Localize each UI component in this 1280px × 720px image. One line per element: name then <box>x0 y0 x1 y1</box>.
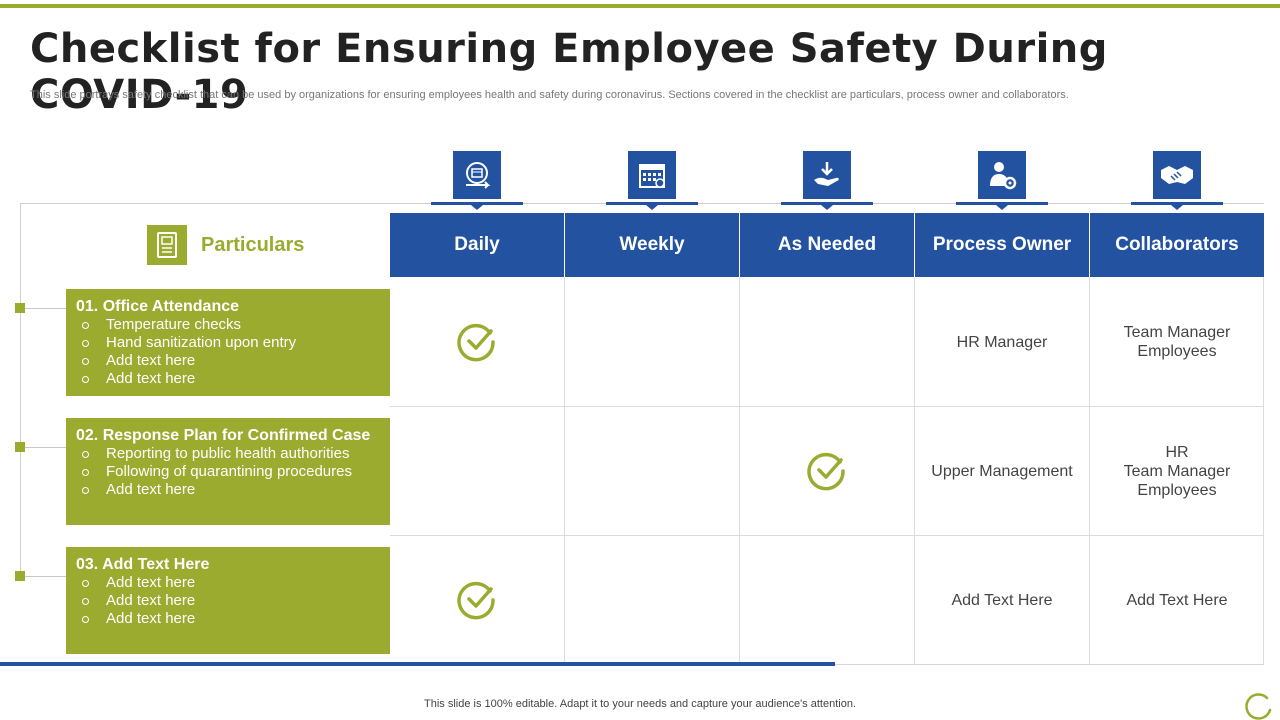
list-item: Hand sanitization upon entry <box>82 334 380 352</box>
grid-divider <box>914 277 915 665</box>
row-card-office-attendance: 01. Office Attendance Temperature checks… <box>66 289 390 396</box>
table-frame-bottom <box>835 664 1264 665</box>
column-header-daily: Daily <box>390 213 564 277</box>
collaborator-name: Team Manager <box>1123 324 1231 341</box>
cell-row1-daily <box>390 278 564 406</box>
row-card-add-text: 03. Add Text Here Add text here Add text… <box>66 547 390 654</box>
checkmark-icon <box>807 452 845 491</box>
row-title: 01. Office Attendance <box>76 298 240 315</box>
collaborators-icon-underline <box>1131 202 1223 210</box>
handshake-icon <box>1153 151 1201 199</box>
column-header-as-needed: As Needed <box>740 213 914 277</box>
hand-download-icon <box>803 151 851 199</box>
cell-row3-collaborators: Add Text Here <box>1126 591 1228 609</box>
top-accent-line <box>0 4 1280 8</box>
slide-subtitle: This slide portrays safety checklist tha… <box>30 89 1069 101</box>
document-icon <box>147 225 187 265</box>
row-connector <box>25 447 66 448</box>
footer-note: This slide is 100% editable. Adapt it to… <box>424 698 856 710</box>
row-title: 02. Response Plan for Confirmed Case <box>76 427 371 444</box>
particulars-header-label: Particulars <box>201 234 305 256</box>
checkmark-icon <box>457 323 495 362</box>
collaborator-name: Team Manager <box>1123 462 1231 480</box>
table-frame-left <box>20 203 21 579</box>
row-marker <box>15 571 25 581</box>
daily-schedule-icon <box>453 151 501 199</box>
process-owner-icon-underline <box>956 202 1048 210</box>
person-gear-icon <box>978 151 1026 199</box>
cell-row1-collaborators: Team Manager Employees <box>1090 278 1264 406</box>
cell-row3-daily <box>390 536 564 664</box>
grid-divider <box>390 535 1264 536</box>
grid-divider <box>564 277 565 665</box>
row-marker <box>15 442 25 452</box>
grid-divider <box>390 406 1264 407</box>
row-item-list: Temperature checks Hand sanitization upo… <box>76 316 380 388</box>
list-item: Add text here <box>82 610 380 628</box>
list-item: Add text here <box>82 370 380 388</box>
cell-row2-as-needed <box>740 407 914 535</box>
list-item: Add text here <box>82 574 380 592</box>
row-connector <box>25 308 66 309</box>
row-title: 03. Add Text Here <box>76 556 210 573</box>
cell-row3-process-owner: Add Text Here <box>951 591 1053 609</box>
row-marker <box>15 303 25 313</box>
row-connector <box>25 576 66 577</box>
weekly-icon-underline <box>606 202 698 210</box>
bottom-accent-line <box>0 662 835 666</box>
cell-row1-process-owner: HR Manager <box>956 333 1048 351</box>
brand-logo-icon <box>1245 693 1272 720</box>
list-item: Reporting to public health authorities <box>82 445 380 463</box>
collaborator-name: HR <box>1165 443 1189 461</box>
list-item: Following of quarantining procedures <box>82 463 380 481</box>
cell-row2-collaborators: HR Team Manager Employees <box>1090 407 1264 535</box>
row-item-list: Reporting to public health authorities F… <box>76 445 380 499</box>
column-header-collaborators: Collaborators <box>1090 213 1264 277</box>
collaborator-name: Employees <box>1137 343 1217 360</box>
slide-title: Checklist for Ensuring Employee Safety D… <box>30 26 1108 118</box>
cell-row2-process-owner: Upper Management <box>931 462 1073 480</box>
calendar-icon <box>628 151 676 199</box>
grid-divider <box>1263 277 1264 665</box>
daily-icon-underline <box>431 202 523 210</box>
list-item: Temperature checks <box>82 316 380 334</box>
list-item: Add text here <box>82 592 380 610</box>
list-item: Add text here <box>82 352 380 370</box>
checkmark-icon <box>457 581 495 620</box>
grid-divider <box>739 277 740 665</box>
column-header-process-owner: Process Owner <box>915 213 1089 277</box>
list-item: Add text here <box>82 481 380 499</box>
as-needed-icon-underline <box>781 202 873 210</box>
row-card-response-plan: 02. Response Plan for Confirmed Case Rep… <box>66 418 390 525</box>
collaborator-name: Employees <box>1137 481 1217 499</box>
column-header-weekly: Weekly <box>565 213 739 277</box>
grid-divider <box>1089 277 1090 665</box>
row-item-list: Add text here Add text here Add text her… <box>76 574 380 628</box>
